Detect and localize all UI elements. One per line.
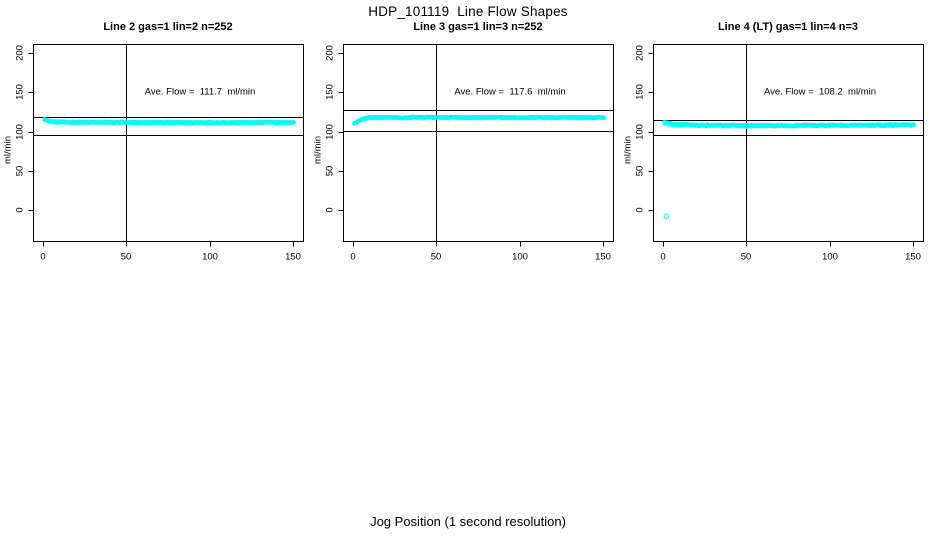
- y-tick-label: 50: [324, 165, 336, 177]
- y-tick-label: 150: [14, 84, 26, 100]
- x-axis-label: Jog Position (1 second resolution): [370, 514, 566, 529]
- y-tick-label: 100: [324, 124, 336, 140]
- x-tick-label: 100: [822, 251, 838, 263]
- x-tick-label: 150: [905, 251, 921, 263]
- y-tick-label: 200: [14, 45, 26, 61]
- main-title: HDP_101119 Line Flow Shapes: [368, 4, 568, 19]
- x-tick-label: 0: [350, 251, 356, 263]
- x-tick-label: 50: [740, 251, 752, 263]
- x-tick-label: 100: [512, 251, 528, 263]
- y-axis-unit-label: ml/min: [622, 136, 634, 164]
- x-tick-label: 0: [660, 251, 666, 263]
- x-tick-label: 50: [430, 251, 442, 263]
- x-tick-label: 0: [40, 251, 46, 263]
- y-axis-unit-label: ml/min: [312, 136, 324, 164]
- y-tick-label: 50: [14, 165, 26, 177]
- x-tick-label: 150: [595, 251, 611, 263]
- ave-flow-annotation: Ave. Flow = 111.7 ml/min: [144, 86, 256, 98]
- x-tick-label: 100: [202, 251, 218, 263]
- y-tick-label: 150: [324, 84, 336, 100]
- ave-flow-annotation: Ave. Flow = 108.2 ml/min: [763, 86, 877, 98]
- y-axis-unit-label: ml/min: [2, 136, 14, 164]
- panel-title: Line 3 gas=1 lin=3 n=252: [413, 21, 543, 33]
- y-tick-label: 0: [634, 207, 646, 213]
- y-tick-label: 150: [634, 84, 646, 100]
- x-tick-label: 50: [120, 251, 132, 263]
- y-tick-label: 200: [634, 45, 646, 61]
- y-tick-label: 100: [14, 124, 26, 140]
- ave-flow-annotation: Ave. Flow = 117.6 ml/min: [454, 86, 566, 98]
- x-tick-label: 150: [285, 251, 301, 263]
- y-tick-label: 100: [634, 124, 646, 140]
- y-tick-label: 0: [324, 207, 336, 213]
- y-tick-label: 0: [14, 207, 26, 213]
- y-tick-label: 50: [634, 165, 646, 177]
- panel-title: Line 4 (LT) gas=1 lin=4 n=3: [717, 21, 859, 33]
- y-tick-label: 200: [324, 45, 336, 61]
- panel-title: Line 2 gas=1 lin=2 n=252: [103, 21, 233, 33]
